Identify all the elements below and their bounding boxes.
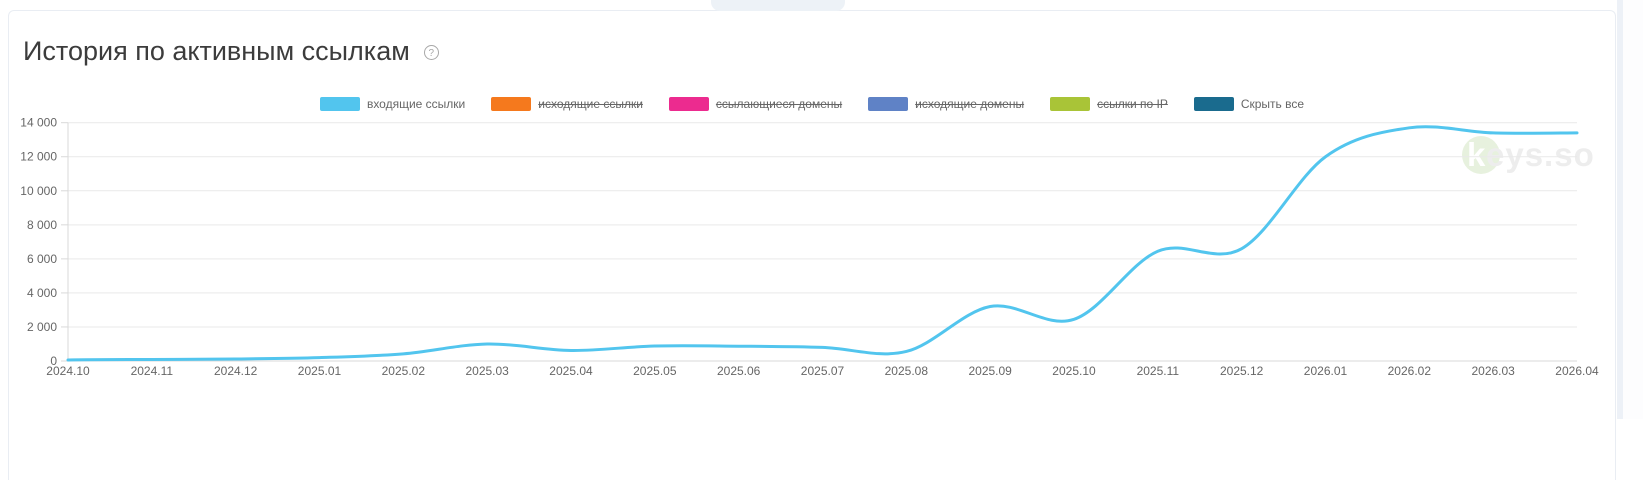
x-tick-label: 2025.02: [382, 364, 426, 378]
x-tick-label: 2025.10: [1052, 364, 1096, 378]
x-tick-label: 2026.03: [1471, 364, 1515, 378]
x-tick-label: 2025.03: [465, 364, 509, 378]
x-tick-label: 2025.06: [717, 364, 761, 378]
links-history-chart: k eys.so 0 2 000 4 000 6 000 8 000 10 000 12 000…: [20, 116, 1599, 378]
legend-label: ссылки по IP: [1097, 97, 1168, 111]
x-tick-label: 2024.10: [46, 364, 90, 378]
legend-label: ссылающиеся домены: [715, 97, 843, 111]
legend-swatch: [1050, 97, 1091, 111]
x-tick-label: 2026.02: [1388, 364, 1432, 378]
chart-legend: входящие ссылки исходящие ссылки ссылающие…: [9, 97, 1615, 111]
legend-item[interactable]: ссылки по IP: [1050, 97, 1168, 111]
legend-label: исходящие ссылки: [538, 97, 643, 111]
legend-item[interactable]: входящие ссылки: [319, 97, 466, 111]
legend-hide-all[interactable]: Скрыть все: [1193, 97, 1305, 111]
y-tick-label: 14 000: [20, 116, 57, 130]
y-tick-label: 10 000: [20, 184, 57, 198]
legend-label: исходящие домены: [915, 97, 1025, 111]
x-tick-label: 2025.11: [1137, 364, 1180, 378]
x-tick-label: 2025.12: [1220, 364, 1264, 378]
series-line-incoming-links[interactable]: [66, 125, 1579, 362]
help-icon[interactable]: ?: [423, 45, 439, 60]
y-tick-label: 12 000: [20, 150, 57, 164]
watermark-text: eys.so: [1486, 136, 1595, 173]
x-tick-label: 2024.11: [131, 364, 174, 378]
adjacent-panel-edge: [1623, 0, 1643, 419]
card-gutter: [1617, 0, 1623, 419]
legend-swatch: [1193, 97, 1234, 111]
x-tick-label: 2025.07: [801, 364, 845, 378]
legend-swatch: [868, 97, 909, 111]
y-tick-label: 8 000: [27, 218, 57, 232]
x-tick-label: 2025.01: [298, 364, 342, 378]
y-tick-label: 4 000: [27, 286, 57, 300]
x-tick-label: 2026.01: [1304, 364, 1348, 378]
y-tick-label: 2 000: [27, 320, 57, 334]
legend-item[interactable]: исходящие домены: [868, 97, 1024, 111]
card-header: История по активным ссылкам ?: [23, 35, 439, 67]
page-title: История по активным ссылкам: [23, 36, 410, 66]
x-tick-label: 2025.09: [968, 364, 1012, 378]
x-tick-label: 2024.12: [214, 364, 258, 378]
legend-item[interactable]: ссылающиеся домены: [668, 97, 843, 111]
legend-swatch: [319, 97, 360, 111]
x-tick-label: 2025.08: [885, 364, 929, 378]
legend-swatch: [668, 97, 709, 111]
watermark-logo-circle: [1462, 136, 1500, 174]
x-tick-label: 2025.04: [549, 364, 593, 378]
top-tab-stub[interactable]: [711, 0, 845, 11]
x-tick-label: 2025.05: [633, 364, 677, 378]
y-tick-label: 6 000: [27, 252, 57, 266]
legend-label: Скрыть все: [1240, 97, 1305, 111]
y-tick-label: 0: [50, 354, 57, 368]
watermark-k: k: [1467, 136, 1486, 173]
history-card: История по активным ссылкам ? входящие с…: [8, 10, 1616, 480]
legend-label: входящие ссылки: [366, 97, 466, 111]
x-tick-label: 2026.04: [1555, 364, 1599, 378]
legend-swatch: [491, 97, 532, 111]
legend-item[interactable]: исходящие ссылки: [491, 97, 643, 111]
